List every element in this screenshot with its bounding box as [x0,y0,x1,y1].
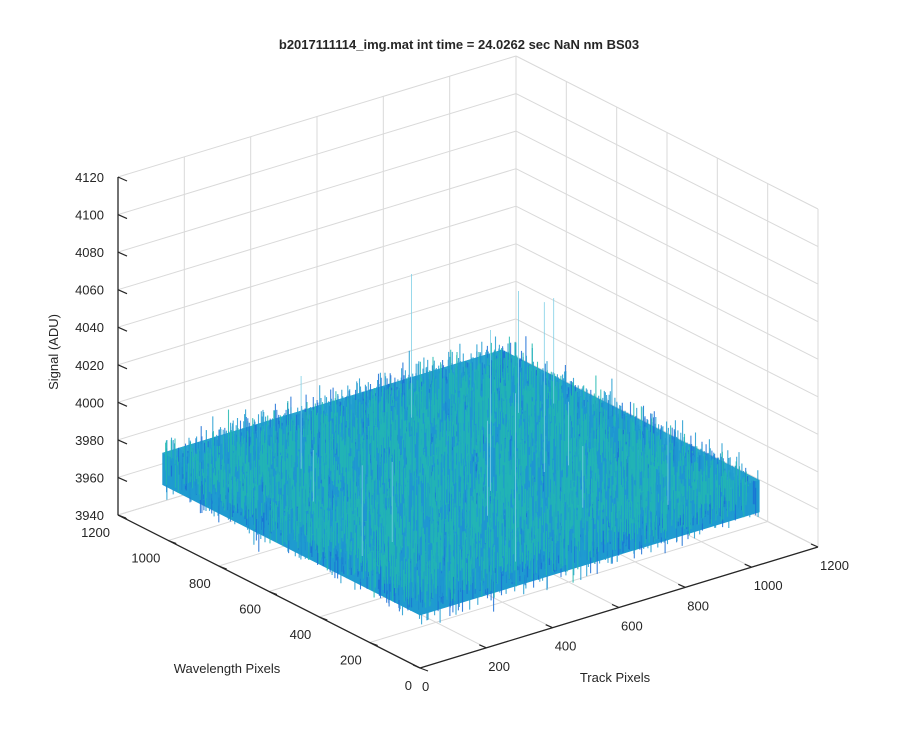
x-tick-label: 1000 [754,578,783,593]
chart-title: b2017111114_img.mat int time = 24.0262 s… [279,37,639,52]
z-tick [117,176,128,182]
x-tick-label: 400 [555,639,577,654]
z-tick-label: 3940 [75,508,104,523]
grid-line [515,55,819,210]
x-tick [810,543,819,548]
x-tick [611,603,620,609]
grid-line [515,93,819,248]
z-axis-label: Signal (ADU) [46,314,61,390]
z-tick-label: 4000 [75,395,104,410]
x-tick [479,644,487,649]
z-tick-label: 3980 [75,433,104,448]
x-tick [744,563,752,568]
grid-line [117,243,517,366]
grid-line [117,168,517,291]
y-tick [419,667,429,672]
grid-line [369,521,768,643]
x-tick-label: 1200 [820,558,849,573]
y-tick [369,641,378,647]
grid-line [117,55,517,178]
y-axis-label: Wavelength Pixels [174,661,281,676]
x-tick [678,583,686,588]
x-tick-label: 0 [422,679,429,694]
grid-line [117,93,517,216]
y-tick [218,565,227,570]
grid-line [117,280,517,403]
x-tick-label: 600 [621,619,643,634]
z-tick [117,476,128,482]
z-tick-label: 4120 [75,170,104,185]
axes [117,176,819,672]
y-tick-label: 1200 [81,525,110,540]
z-tick-label: 3960 [75,470,104,485]
tick-labels: 0 200 400 600 800 1000 1200 0 200 400 600 800 1000 12… [75,170,849,694]
surface [162,274,760,625]
y-tick-label: 800 [189,576,211,591]
x-tick [545,624,553,629]
y-tick [168,539,177,545]
grid-line [117,318,517,441]
z-tick-label: 4060 [75,283,104,298]
z-tick [117,214,128,220]
y-tick-label: 1000 [131,551,160,566]
z-tick-label: 4040 [75,320,104,335]
y-tick [319,616,328,621]
z-tick [117,364,128,370]
grid-line [515,280,819,435]
z-tick [117,439,128,445]
y-tick-label: 600 [239,602,261,617]
z-tick-label: 4080 [75,245,104,260]
y-tick-label: 400 [290,627,312,642]
x-tick-label: 200 [488,659,510,674]
y-tick-label: 0 [405,678,412,693]
grid-line [515,130,819,285]
y-tick-label: 200 [340,653,362,668]
y-tick [268,590,278,596]
grid-line [515,318,819,473]
x-axis-label: Track Pixels [580,670,651,685]
grid-line [515,243,819,398]
z-tick-label: 4020 [75,358,104,373]
grid-line [117,130,517,253]
z-tick [117,251,128,257]
grid-line [515,205,819,360]
z-tick [117,289,128,295]
z-tick [117,401,128,407]
z-tick [117,514,128,520]
grid-line [117,205,517,328]
grid-line [515,168,819,323]
z-tick [117,326,128,332]
z-tick-label: 4100 [75,208,104,223]
x-tick-label: 800 [687,598,709,613]
x-tick [412,664,421,669]
